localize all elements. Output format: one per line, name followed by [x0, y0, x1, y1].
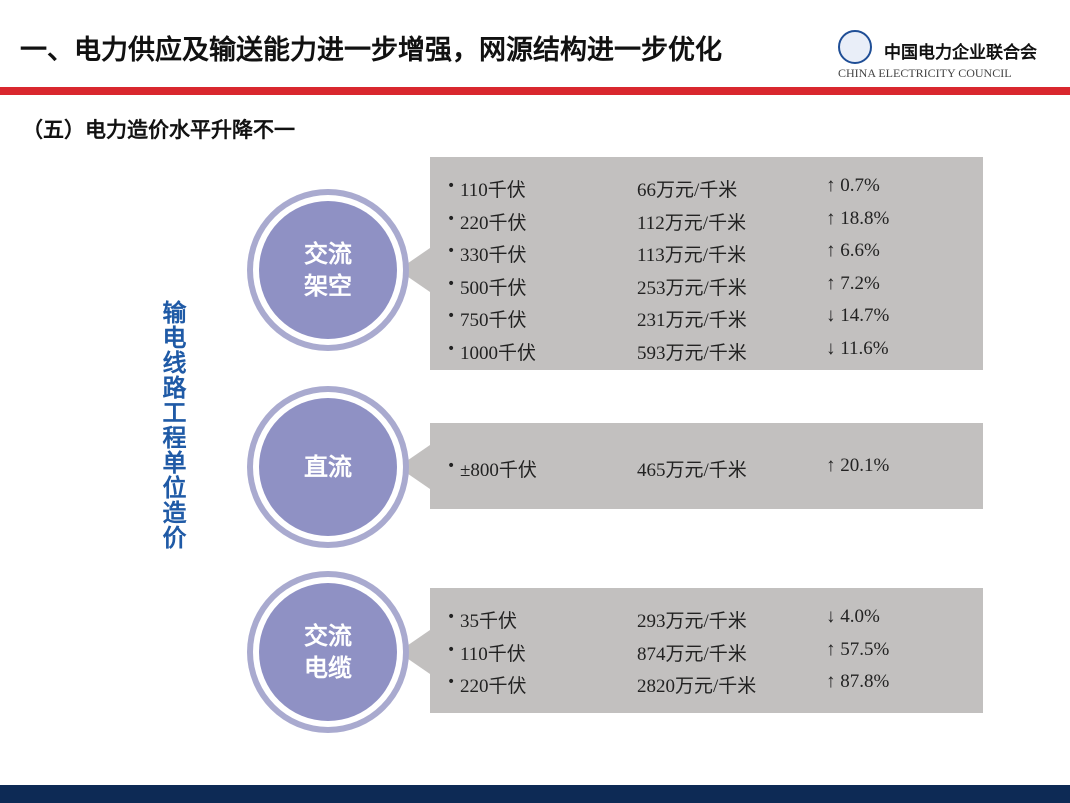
- bullet: •: [447, 210, 456, 227]
- circle-label: 交流 架空: [259, 201, 397, 339]
- unit-cost: 293万元/千米: [637, 611, 747, 632]
- bullet: •: [447, 275, 456, 292]
- voltage: 1000千伏: [460, 342, 537, 364]
- voltage: 220千伏: [460, 676, 527, 697]
- org-name: 中国电力企业联合会: [884, 43, 1037, 63]
- voltage: 500千伏: [460, 277, 527, 299]
- pointer: [398, 445, 430, 489]
- bullet: •: [447, 308, 456, 324]
- voltage: 750千伏: [460, 310, 527, 331]
- pointer: [398, 630, 430, 674]
- change: ↑ 7.2%: [826, 272, 880, 294]
- voltage: 35千伏: [460, 611, 518, 632]
- logo: [838, 30, 872, 64]
- bullet: •: [447, 243, 456, 259]
- footer-bar: [0, 785, 1070, 803]
- circle-text: 架空: [304, 272, 352, 300]
- change: ↓ 4.0%: [826, 606, 880, 627]
- unit-cost: 593万元/千米: [637, 342, 747, 364]
- bullet: •: [447, 641, 456, 658]
- change: ↑ 18.8%: [826, 207, 890, 229]
- voltage: 330千伏: [460, 245, 527, 266]
- voltage: ±800千伏: [460, 460, 537, 481]
- circle-label: 直流: [259, 398, 397, 536]
- unit-cost: 874万元/千米: [637, 643, 747, 665]
- bullet: •: [447, 458, 456, 474]
- bullet: •: [447, 674, 456, 690]
- circle-text: 电缆: [304, 654, 352, 682]
- unit-cost: 231万元/千米: [637, 310, 747, 331]
- circle-text: 直流: [304, 453, 352, 481]
- change: ↓ 14.7%: [826, 305, 890, 326]
- info-box: [430, 588, 983, 713]
- change: ↓ 11.6%: [826, 337, 889, 359]
- bullet: •: [447, 340, 456, 357]
- circle-label: 交流 电缆: [259, 583, 397, 721]
- unit-cost: 66万元/千米: [637, 180, 738, 201]
- unit-cost: 113万元/千米: [637, 245, 747, 266]
- info-box: [430, 157, 983, 370]
- red-bar: [0, 87, 1070, 95]
- change: ↑ 0.7%: [826, 175, 880, 196]
- change: ↑ 87.8%: [826, 671, 890, 692]
- bullet: •: [447, 178, 456, 194]
- side-label: 输电线路工程单位造价: [158, 300, 186, 550]
- unit-cost: 2820万元/千米: [637, 676, 757, 697]
- voltage: 220千伏: [460, 212, 527, 234]
- org-english: CHINA ELECTRICITY COUNCIL: [838, 66, 1012, 80]
- bullet: •: [447, 609, 456, 625]
- change: ↑ 6.6%: [826, 240, 880, 261]
- pointer: [398, 248, 430, 292]
- change: ↑ 20.1%: [826, 455, 890, 476]
- unit-cost: 253万元/千米: [637, 277, 747, 299]
- info-box: [430, 423, 983, 509]
- unit-cost: 112万元/千米: [637, 212, 747, 234]
- section-title: （五）电力造价水平升降不一: [22, 118, 295, 142]
- slide-title: 一、电力供应及输送能力进一步增强，网源结构进一步优化: [20, 35, 722, 66]
- voltage: 110千伏: [460, 180, 526, 201]
- change: ↑ 57.5%: [826, 638, 890, 660]
- circle-text: 交流: [304, 622, 352, 650]
- unit-cost: 465万元/千米: [637, 460, 747, 481]
- circle-text: 交流: [304, 240, 352, 268]
- voltage: 110千伏: [460, 643, 526, 665]
